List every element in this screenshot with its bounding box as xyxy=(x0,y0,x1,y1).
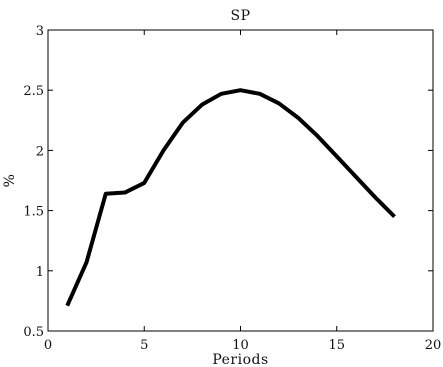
x-tick-label: 5 xyxy=(140,338,148,353)
x-tick-label: 10 xyxy=(232,338,249,353)
plot-frame xyxy=(47,29,434,332)
y-axis-ticks: 0.5 1 1.5 2 2.5 3 xyxy=(23,24,433,340)
y-tick-label: 1 xyxy=(36,265,44,280)
x-tick-label: 15 xyxy=(328,338,345,353)
y-tick-label: 2 xyxy=(36,144,44,159)
series-line xyxy=(65,88,396,307)
x-tick-label: 20 xyxy=(425,338,442,353)
y-tick-label: 1.5 xyxy=(23,205,44,220)
y-axis-label: % xyxy=(2,174,18,188)
y-tick-label: 2.5 xyxy=(23,84,44,99)
y-tick-label: 0.5 xyxy=(23,325,44,340)
x-axis-ticks: 0 5 10 15 20 xyxy=(44,30,441,353)
x-tick-label: 0 xyxy=(44,338,52,353)
x-axis-label: Periods xyxy=(212,352,268,367)
chart-title: SP xyxy=(230,8,250,24)
y-tick-label: 3 xyxy=(36,24,44,39)
series-layer xyxy=(65,88,396,307)
